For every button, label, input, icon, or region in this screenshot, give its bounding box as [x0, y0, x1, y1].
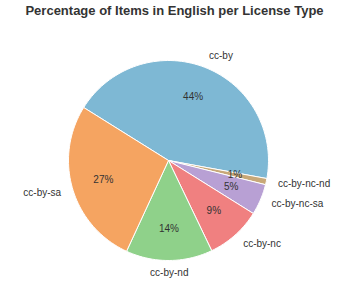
svg-text:27%: 27%: [93, 174, 113, 185]
html-text:Percentage of Items in English: Percentage of Items in English per Licen…: [25, 3, 324, 18]
svg-text:5%: 5%: [224, 181, 239, 192]
svg-text:9%: 9%: [207, 205, 222, 216]
svg-text:cc-by-nc-nd: cc-by-nc-nd: [278, 178, 330, 189]
svg-text:44%: 44%: [183, 91, 203, 102]
svg-text:14%: 14%: [159, 223, 179, 234]
svg-text:1%: 1%: [228, 169, 243, 180]
svg-text:cc-by: cc-by: [209, 50, 233, 61]
svg-text:cc-by-sa: cc-by-sa: [23, 187, 61, 198]
svg-text:cc-by-nc: cc-by-nc: [243, 238, 281, 249]
svg-text:cc-by-nc-sa: cc-by-nc-sa: [272, 198, 324, 209]
svg-text:cc-by-nd: cc-by-nd: [150, 267, 188, 278]
